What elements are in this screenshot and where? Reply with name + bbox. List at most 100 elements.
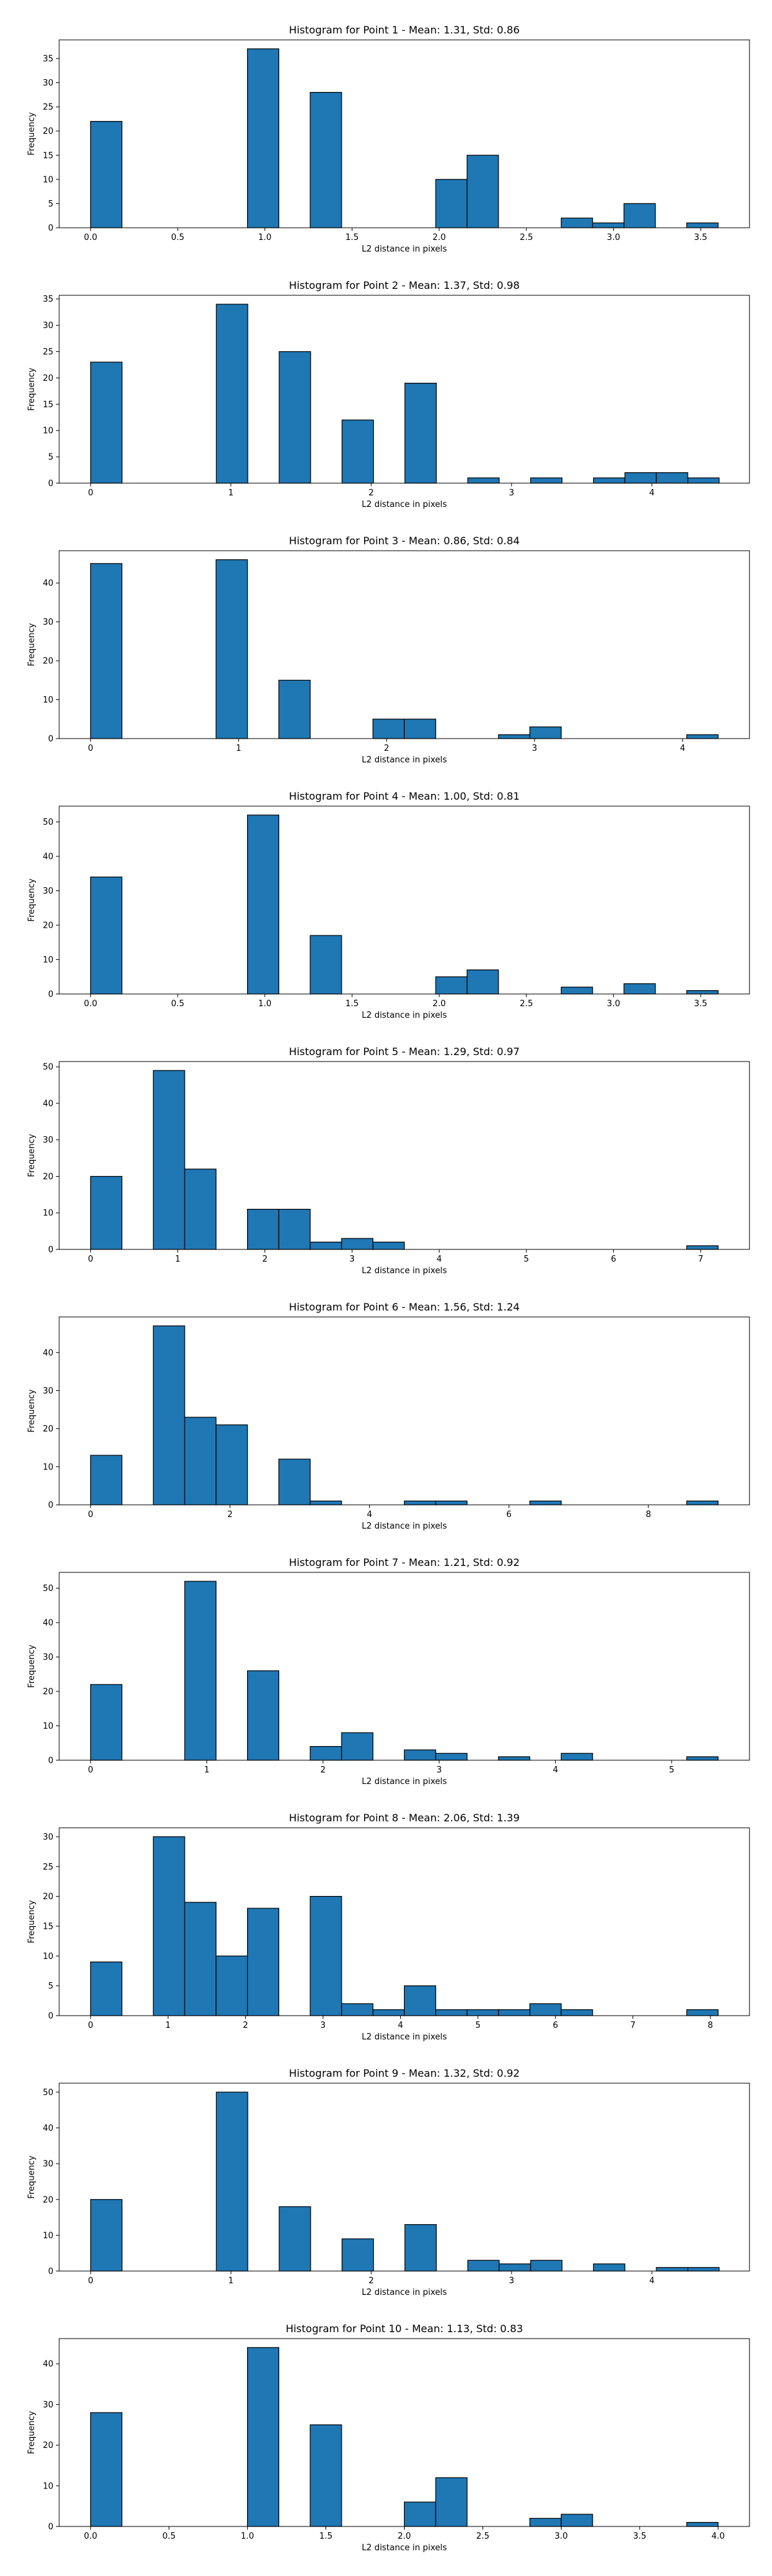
y-axis-label: Frequency: [27, 1389, 37, 1432]
x-tick-label: 4: [680, 744, 685, 753]
x-tick-label: 2.0: [398, 2532, 411, 2541]
x-axis-label: L2 distance in pixels: [362, 1011, 447, 1020]
x-axis-label: L2 distance in pixels: [362, 1522, 447, 1531]
y-tick-label: 15: [42, 400, 53, 410]
histogram-bar: [560, 217, 593, 228]
histogram-bar: [279, 2206, 311, 2272]
y-tick-label: 10: [42, 955, 53, 965]
histogram-bar: [247, 2347, 280, 2527]
y-axis-label: Frequency: [27, 2155, 37, 2198]
y-tick-label: 30: [42, 321, 53, 331]
x-tick-label: 5: [475, 2021, 481, 2030]
y-tick-label: 30: [42, 1832, 53, 1842]
histogram-bar: [686, 734, 719, 739]
y-tick-label: 20: [42, 1688, 53, 1697]
x-tick-label: 4: [398, 2021, 403, 2030]
y-tick-label: 0: [48, 2523, 53, 2532]
y-tick-label: 25: [42, 1863, 53, 1872]
histogram-bar: [560, 1753, 593, 1761]
x-tick-label: 3: [349, 1255, 354, 1264]
y-tick-label: 50: [42, 818, 53, 827]
y-tick-label: 20: [42, 921, 53, 931]
histogram-bar: [90, 2199, 123, 2272]
histogram-bar: [309, 91, 342, 228]
x-tick-label: 6: [611, 1255, 616, 1264]
histogram-bar: [498, 734, 531, 739]
x-tick-label: 0.5: [162, 2532, 176, 2541]
histogram-bar: [247, 1670, 280, 1761]
x-tick-label: 5: [524, 1255, 529, 1264]
y-tick-label: 40: [42, 852, 53, 862]
y-tick-label: 35: [42, 295, 53, 304]
histogram-bar: [341, 1238, 374, 1250]
x-tick-label: 8: [646, 1510, 651, 1520]
histogram-bar: [498, 2009, 531, 2016]
x-tick-label: 1.5: [345, 999, 359, 1009]
histogram-bar: [90, 2412, 123, 2527]
histogram-bar: [278, 1208, 311, 1250]
y-tick-label: 40: [42, 2360, 53, 2369]
x-tick-label: 1.5: [319, 2532, 333, 2541]
histogram-bar: [90, 1684, 123, 1761]
histogram-bar: [686, 222, 719, 228]
x-tick-label: 1: [228, 488, 234, 498]
y-tick-label: 0: [48, 990, 53, 1000]
histogram-bar: [152, 1325, 185, 1505]
y-tick-label: 30: [42, 78, 53, 88]
y-axis-label: Frequency: [27, 112, 37, 155]
histogram-bar: [90, 563, 123, 739]
y-tick-label: 30: [42, 618, 53, 627]
x-tick-label: 0.0: [84, 233, 97, 243]
histogram-bar: [530, 477, 563, 484]
x-tick-label: 0: [88, 2021, 93, 2030]
plot-frame: [59, 1827, 750, 2016]
histogram-bar: [467, 477, 500, 484]
y-tick-label: 40: [42, 1619, 53, 1628]
chart-title: Histogram for Point 9 - Mean: 1.32, Std:…: [289, 2067, 520, 2079]
y-tick-label: 30: [42, 2160, 53, 2169]
x-tick-label: 6: [553, 2021, 558, 2030]
histogram-panel-6: 0 2 4 6 8 0 10 20 30 40 Histogram for Point 6 - Me…: [27, 1301, 750, 1531]
y-axis-label: Frequency: [27, 1900, 37, 1943]
y-tick-label: 25: [42, 103, 53, 113]
x-tick-label: 4: [437, 1255, 442, 1264]
histogram-bar: [466, 2009, 499, 2016]
histogram-bar: [529, 726, 562, 739]
histogram-bar: [686, 1500, 719, 1505]
x-tick-label: 0: [88, 1765, 93, 1775]
histogram-bar: [560, 2009, 593, 2016]
x-tick-label: 8: [708, 2021, 713, 2030]
y-tick-label: 0: [48, 1501, 53, 1511]
histogram-bar: [341, 1732, 374, 1761]
y-axis-label: Frequency: [27, 878, 37, 921]
histogram-bar: [435, 2009, 468, 2016]
histogram-bar: [623, 203, 656, 228]
histogram-bar: [309, 935, 342, 995]
histogram-bar: [152, 1070, 185, 1250]
histogram-bar: [656, 2267, 688, 2272]
histogram-panel-4: 0.0 0.5 1.0 1.5 2.0 2.5 3.0 3.5 0 10 20 30 40 50 Histo…: [27, 790, 750, 1020]
histogram-panel-1: 0.0 0.5 1.0 1.5 2.0 2.5 3.0 3.5 0 5 10 15 20 25 30 35 Hi…: [27, 24, 750, 254]
y-tick-label: 0: [48, 224, 53, 234]
chart-title: Histogram for Point 8 - Mean: 2.06, Std:…: [289, 1812, 520, 1824]
histogram-bar: [90, 362, 123, 484]
histogram-bar: [560, 986, 593, 995]
x-axis-label: L2 distance in pixels: [362, 1266, 447, 1276]
histogram-bar: [309, 2424, 342, 2527]
x-tick-label: 2: [320, 1765, 326, 1775]
y-tick-label: 30: [42, 1136, 53, 1145]
y-tick-label: 5: [48, 1982, 53, 1991]
x-tick-label: 2: [369, 2276, 374, 2286]
x-tick-label: 1: [175, 1255, 180, 1264]
histogram-bar: [372, 719, 405, 739]
histogram-bar: [247, 1908, 280, 2016]
histogram-bar: [686, 2009, 719, 2016]
y-tick-label: 5: [48, 453, 53, 463]
x-axis-label: L2 distance in pixels: [362, 500, 447, 510]
histogram-bar: [404, 382, 437, 484]
y-axis-label: Frequency: [27, 367, 37, 410]
histogram-bar: [278, 1458, 311, 1505]
